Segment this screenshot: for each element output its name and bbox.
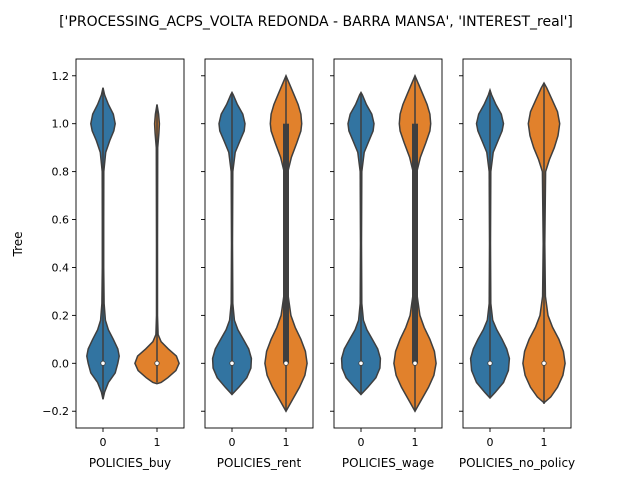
y-tick-label: 0.2	[52, 309, 70, 322]
violin-median	[358, 360, 364, 366]
x-axis-label: POLICIES_no_policy	[459, 456, 575, 470]
x-axis-label: POLICIES_rent	[217, 456, 302, 470]
y-tick-label: −0.2	[42, 405, 69, 418]
y-tick-label: 1.0	[52, 118, 70, 131]
violin-iqr-box	[283, 123, 289, 364]
y-tick-label: 0.4	[52, 261, 70, 274]
y-tick-label: 1.2	[52, 70, 70, 83]
x-tick-label: 0	[487, 436, 494, 449]
x-axis-label: POLICIES_buy	[89, 456, 171, 470]
violin-median	[541, 360, 547, 366]
y-tick-label: 0.8	[52, 166, 70, 179]
y-tick-label: 0.0	[52, 357, 70, 370]
x-axis-label: POLICIES_wage	[342, 456, 434, 470]
panel-0: −0.2 0.0 0.2 0.4 0.6 0.8 1.0 1.2 0 1 POLICIES_buy	[42, 58, 185, 470]
axes-frame	[75, 58, 185, 429]
violin-median	[487, 360, 493, 366]
x-tick-label: 0	[358, 436, 365, 449]
x-tick-label: 1	[283, 436, 290, 449]
panel-3: 0 1 POLICIES_no_policy	[459, 58, 575, 470]
x-tick-label: 0	[229, 436, 236, 449]
panels: −0.2 0.0 0.2 0.4 0.6 0.8 1.0 1.2 0 1 POLICIES_buy 0…	[42, 58, 575, 470]
panel-1: 0 1 POLICIES_rent	[201, 58, 314, 470]
figure-title: ['PROCESSING_ACPS_VOLTA REDONDA - BARRA …	[59, 14, 573, 30]
y-axis-label: Tree	[11, 231, 25, 257]
y-tick-label: 0.6	[52, 214, 70, 227]
violin-median	[154, 360, 160, 366]
violin-median	[229, 360, 235, 366]
violin-median	[283, 360, 289, 366]
x-tick-label: 1	[541, 436, 548, 449]
x-tick-label: 1	[154, 436, 161, 449]
x-tick-label: 0	[100, 436, 107, 449]
axes-frame	[462, 58, 572, 429]
x-tick-label: 1	[412, 436, 419, 449]
violin-median	[412, 360, 418, 366]
violin-iqr-box	[412, 123, 418, 364]
axes-frame	[333, 58, 443, 429]
axes-frame	[204, 58, 314, 429]
panel-2: 0 1 POLICIES_wage	[330, 58, 443, 470]
violin-median	[100, 360, 106, 366]
